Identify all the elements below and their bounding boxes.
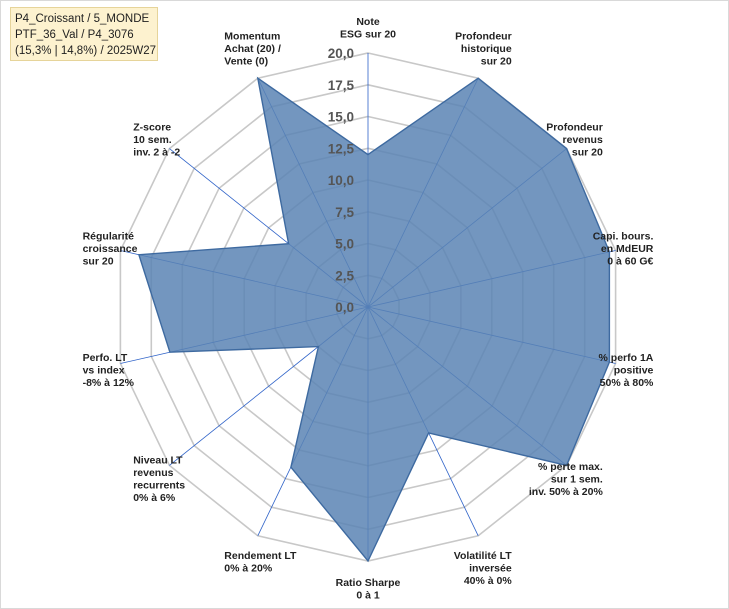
tick-label: 7,5 [335, 205, 354, 220]
tick-label: 5,0 [335, 237, 354, 252]
series-area [137, 76, 611, 563]
tick-label: 10,0 [328, 173, 354, 188]
category-label: Momentum Achat (20) / Vente (0) [224, 30, 281, 67]
category-label: Régularité croissance sur 20 [83, 231, 138, 268]
data-area [137, 76, 611, 563]
info-line-3: (15,3% | 14,8%) / 2025W27 [15, 45, 157, 57]
category-label: Rendement LT 0% à 20% [224, 550, 297, 575]
tick-label: 0,0 [335, 300, 354, 315]
category-labels: Note ESG sur 20 Profondeur historique sur 20… [83, 16, 654, 602]
info-line-1: P4_Croissant / 5_MONDE [15, 13, 150, 25]
category-label: Capi. bours. en MdEUR 0 à 60 G€ [593, 231, 654, 268]
portfolio-info-box: P4_Croissant / 5_MONDE PTF_36_Val / P4_3… [10, 7, 158, 61]
category-label: Note ESG sur 20 [340, 16, 396, 41]
tick-label: 2,5 [335, 268, 354, 283]
tick-label: 12,5 [328, 141, 355, 156]
info-line-2: PTF_36_Val / P4_3076 [15, 29, 134, 41]
category-label: Profondeur revenus sur 20 [546, 122, 603, 159]
category-label: Z-score 10 sem. inv. 2 à -2 [133, 122, 180, 159]
tick-label: 17,5 [328, 78, 355, 93]
category-label: % perte max. sur 1 sem. inv. 50% à 20% [529, 461, 604, 498]
category-label: Ratio Sharpe 0 à 1 [336, 577, 401, 602]
category-label: Profondeur historique sur 20 [455, 30, 512, 67]
tick-label: 15,0 [328, 110, 354, 125]
category-label: Perfo. LT vs index -8% à 12% [83, 352, 135, 389]
category-label: % perfo 1A positive 50% à 80% [599, 352, 654, 389]
category-label: Niveau LT revenus recurrents 0% à 6% [133, 455, 185, 505]
category-label: Volatilité LT inversée 40% à 0% [454, 550, 513, 587]
tick-label: 20,0 [328, 46, 354, 61]
radial-tick-labels: 0,0 2,5 5,0 7,5 10,0 12,5 15,0 17,5 20,0 [328, 46, 355, 315]
